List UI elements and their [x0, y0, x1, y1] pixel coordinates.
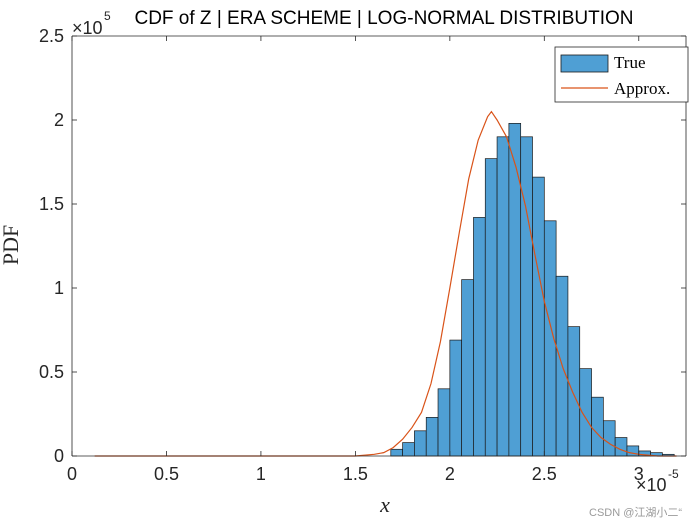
y-axis-label: PDF — [0, 225, 23, 265]
x-tick-label: 0.5 — [154, 464, 179, 484]
histogram-bar-8 — [484, 158, 498, 457]
x-tick-label: 2.5 — [532, 464, 557, 484]
x-tick-label: 2 — [445, 464, 455, 484]
histogram-bar-12 — [532, 176, 545, 457]
y-tick-label: 1 — [54, 278, 64, 298]
legend-label-approx: Approx. — [614, 79, 670, 98]
histogram-bar-17 — [591, 396, 604, 457]
x-tick-label: 3 — [634, 464, 644, 484]
y-tick-label: 2 — [54, 110, 64, 130]
histogram-bar-15 — [567, 326, 581, 457]
plot-area: 0 0.5 1 1.5 2 2.5 3 0 0.5 1 1.5 2 2.5 — [39, 26, 687, 484]
x-ticks: 0 0.5 1 1.5 2 2.5 3 — [67, 36, 644, 484]
approx-curve — [94, 110, 677, 457]
y-tick-label: 0 — [54, 446, 64, 466]
legend-swatch-true — [560, 54, 609, 73]
chart-title: CDF of Z | ERA SCHEME | LOG-NORMAL DISTR… — [134, 8, 633, 29]
y-exponent: 5 — [104, 9, 111, 23]
x-tick-label: 0 — [67, 464, 77, 484]
histogram-bar-19 — [614, 437, 628, 457]
histogram-bar-0 — [390, 448, 403, 457]
watermark: CSDN @江湖小二“ — [589, 506, 682, 519]
histogram-bar-18 — [602, 420, 616, 457]
histogram-bar-7 — [473, 217, 486, 457]
x-exponent: -5 — [668, 467, 679, 481]
axes-lines — [71, 35, 687, 457]
histogram-bar-10 — [508, 123, 522, 457]
y-tick-label: 2.5 — [39, 26, 64, 46]
histogram-bar-5 — [449, 339, 463, 457]
x-tick-label: 1 — [256, 464, 266, 484]
legend: True Approx. — [554, 46, 689, 103]
y-ticks: 0 0.5 1 1.5 2 2.5 — [39, 26, 686, 466]
legend-label-true: True — [614, 53, 646, 72]
y-tick-label: 0.5 — [39, 362, 64, 382]
histogram-bar-11 — [520, 136, 533, 457]
histogram-bar-9 — [496, 136, 510, 457]
histogram-bar-3 — [425, 417, 439, 457]
histogram-bar-2 — [414, 430, 427, 457]
x-axis-label: x — [379, 492, 390, 517]
histogram-bar-4 — [437, 388, 451, 457]
x-tick-label: 1.5 — [343, 464, 368, 484]
x-exponent-base: ×10 — [636, 475, 667, 495]
histogram-bar-6 — [461, 279, 474, 457]
y-tick-label: 1.5 — [39, 194, 64, 214]
y-exponent-base: ×10 — [72, 18, 103, 38]
histogram-bar-1 — [402, 442, 415, 457]
